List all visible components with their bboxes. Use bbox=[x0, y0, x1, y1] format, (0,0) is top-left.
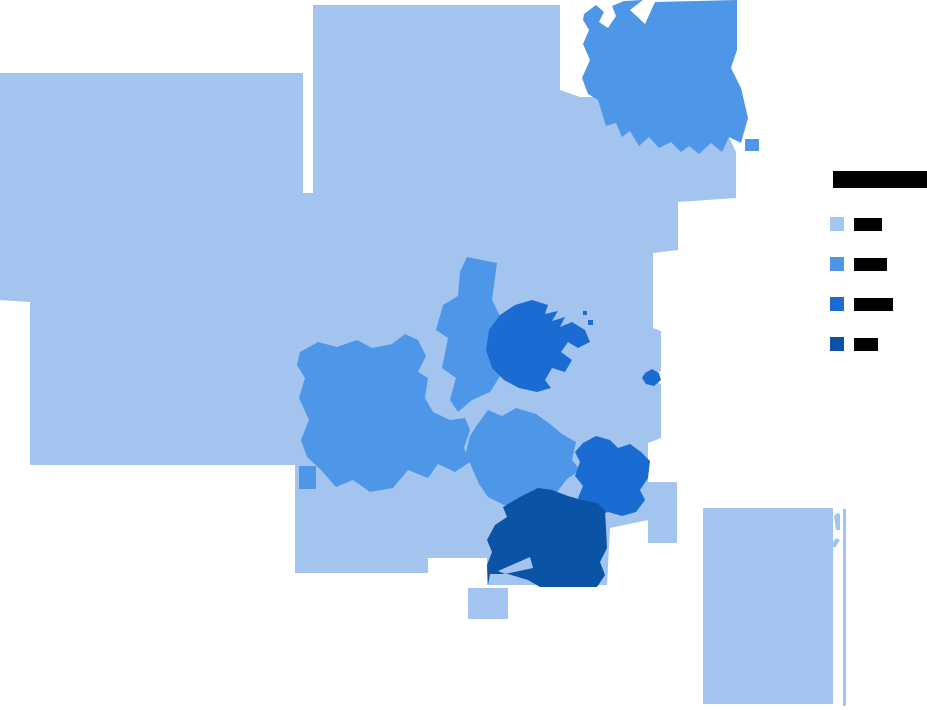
legend-swatch-icon bbox=[830, 297, 844, 311]
northeast-small-square-region bbox=[745, 139, 759, 151]
legend-item-3 bbox=[830, 297, 927, 311]
legend-swatch-icon bbox=[830, 257, 844, 271]
southeast-region bbox=[487, 488, 607, 587]
central-west-region bbox=[297, 334, 470, 492]
legend bbox=[830, 171, 927, 351]
northeast-region bbox=[582, 0, 748, 154]
inset-islet-mark-1 bbox=[834, 513, 840, 530]
inset-box bbox=[703, 508, 833, 704]
north-vertical-strip-region bbox=[436, 257, 504, 412]
legend-item-1 bbox=[830, 217, 927, 231]
peninsula-islet-2 bbox=[583, 311, 587, 315]
east-region bbox=[575, 436, 650, 516]
offshore-island-rect-region bbox=[648, 482, 677, 543]
southeast-region-inner-notch bbox=[498, 557, 533, 574]
legend-swatch-icon bbox=[830, 217, 844, 231]
legend-label-redacted-bar bbox=[854, 257, 887, 271]
legend-label-redacted-bar bbox=[854, 217, 882, 231]
peninsula-region bbox=[486, 300, 590, 392]
legend-item-4 bbox=[830, 337, 927, 351]
legend-label-redacted-bar bbox=[854, 297, 893, 311]
coastal-dot-region bbox=[642, 369, 661, 386]
central-west-small-square-region bbox=[299, 466, 316, 489]
legend-title-redacted-bar bbox=[833, 171, 927, 188]
central-region bbox=[466, 408, 580, 507]
legend-items bbox=[830, 217, 927, 351]
legend-item-2 bbox=[830, 257, 927, 271]
legend-swatch-icon bbox=[830, 337, 844, 351]
inset-right-border-line bbox=[843, 509, 846, 706]
legend-label-redacted-bar bbox=[854, 337, 878, 351]
south-small-square-region bbox=[468, 588, 508, 619]
peninsula-islet-1 bbox=[588, 320, 593, 325]
inset-islet-mark-2 bbox=[831, 538, 840, 548]
